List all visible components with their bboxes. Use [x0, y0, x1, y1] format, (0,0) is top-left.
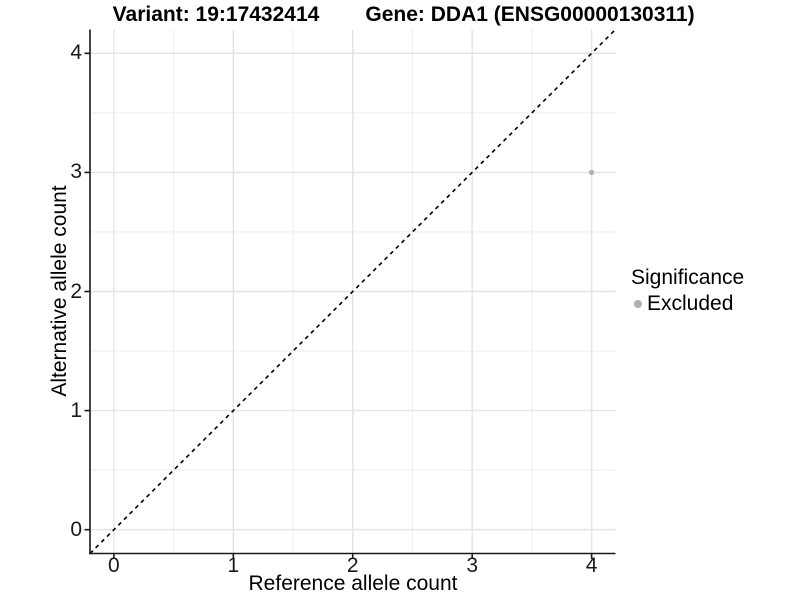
legend-title: Significance — [631, 266, 745, 289]
y-tick-label: 1 — [70, 398, 82, 422]
x-tick-label: 0 — [108, 554, 120, 577]
legend-point-icon — [634, 300, 642, 308]
legend-item-label: Excluded — [647, 292, 734, 315]
x-tick-label: 4 — [585, 554, 598, 577]
x-tick-label: 3 — [466, 554, 479, 577]
y-tick-label: 4 — [70, 41, 82, 65]
gene-title: Gene: DDA1 (ENSG00000130311) — [365, 3, 695, 26]
identity-line — [89, 28, 617, 555]
variant-title: Variant: 19:17432414 — [112, 3, 320, 26]
y-tick-label: 3 — [70, 160, 82, 184]
legend-item-excluded: Excluded — [631, 292, 744, 316]
y-tick-label: 2 — [70, 279, 82, 303]
x-tick-label: 2 — [346, 554, 359, 577]
y-tick-label: 0 — [70, 517, 82, 541]
x-axis-title: Reference allele count — [248, 572, 458, 595]
legend: Significance Excluded — [631, 266, 744, 316]
data-point — [589, 169, 595, 176]
x-tick-label: 1 — [227, 554, 240, 577]
